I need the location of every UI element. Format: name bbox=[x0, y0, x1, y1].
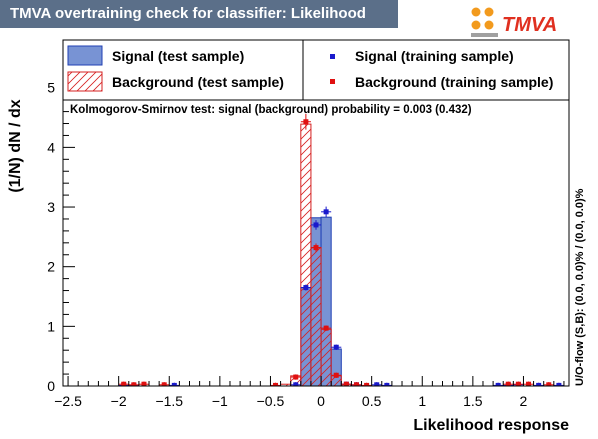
background-train-point-marker bbox=[161, 382, 167, 386]
signal-train-point-marker bbox=[374, 382, 380, 386]
legend-background-test-label: Background (test sample) bbox=[112, 74, 284, 90]
background-train-point-marker bbox=[121, 381, 127, 386]
signal-train-point-marker bbox=[313, 222, 319, 228]
background-train-point-marker bbox=[313, 245, 319, 251]
legend-box-left bbox=[62, 39, 304, 101]
legend-signal-train-label: Signal (training sample) bbox=[355, 48, 514, 64]
signal-train-point-marker bbox=[384, 382, 390, 386]
signal-train-point-marker bbox=[495, 382, 501, 386]
background-train-point-marker bbox=[546, 382, 552, 386]
background-train-point-marker bbox=[515, 381, 521, 386]
x-tick-label: −2.5 bbox=[54, 393, 82, 409]
histogram-layer bbox=[280, 123, 352, 386]
signal-train-point-marker bbox=[323, 209, 329, 215]
background-train-point-marker bbox=[333, 372, 339, 378]
y-tick-label: 4 bbox=[47, 139, 55, 155]
signal-train-point-marker bbox=[536, 382, 542, 386]
background-test-bar bbox=[320, 328, 332, 386]
legend-signal-train-marker bbox=[330, 54, 335, 59]
y-tick-label: 2 bbox=[47, 259, 55, 275]
x-tick-label: 2 bbox=[520, 393, 528, 409]
logo-dot bbox=[484, 7, 494, 17]
x-tick-label: 1 bbox=[418, 393, 426, 409]
x-tick-label: −1 bbox=[212, 393, 228, 409]
legend-background-train-label: Background (training sample) bbox=[355, 74, 553, 90]
logo-dot bbox=[471, 20, 481, 30]
signal-train-point-marker bbox=[171, 382, 177, 386]
x-tick-label: 0.5 bbox=[362, 393, 382, 409]
background-train-point-marker bbox=[364, 382, 370, 386]
logo-text: TMVA bbox=[502, 14, 557, 36]
x-tick-label: −0.5 bbox=[257, 393, 285, 409]
background-train-point-marker bbox=[303, 119, 309, 125]
y-tick-label: 5 bbox=[47, 80, 55, 96]
background-train-point-marker bbox=[131, 382, 137, 386]
background-test-bar bbox=[310, 247, 322, 386]
logo-dot bbox=[471, 7, 481, 17]
background-test-bar bbox=[300, 123, 312, 386]
background-train-point-marker bbox=[273, 382, 279, 386]
background-train-point-marker bbox=[141, 381, 147, 386]
y-tick-label: 1 bbox=[47, 318, 55, 334]
legend-signal-test-swatch bbox=[67, 45, 103, 66]
y-tick-label: 3 bbox=[47, 199, 55, 215]
legend-box-right bbox=[302, 39, 570, 101]
logo-dot bbox=[484, 20, 494, 30]
signal-train-point-marker bbox=[333, 344, 339, 350]
legend-signal-test-label: Signal (test sample) bbox=[112, 48, 244, 64]
logo-bar bbox=[471, 33, 498, 37]
background-train-point-marker bbox=[293, 374, 299, 380]
chart-title-bar: TMVA overtraining check for classifier: … bbox=[0, 0, 398, 28]
overflow-text: U/O-flow (S,B): (0.0, 0.0)% / (0.0, 0.0)… bbox=[574, 188, 586, 386]
chart-title: TMVA overtraining check for classifier: … bbox=[10, 5, 366, 22]
points-layer bbox=[118, 113, 564, 386]
signal-train-point-marker bbox=[556, 382, 562, 386]
y-tick-label: 0 bbox=[47, 378, 55, 394]
background-train-point-marker bbox=[323, 325, 329, 331]
signal-train-point-marker bbox=[293, 382, 299, 386]
background-train-point-marker bbox=[343, 381, 349, 386]
legend-background-train-marker bbox=[330, 79, 335, 84]
x-tick-label: −2 bbox=[111, 393, 127, 409]
background-train-point-marker bbox=[353, 382, 359, 386]
ks-test-text: Kolmogorov-Smirnov test: signal (backgro… bbox=[70, 104, 472, 116]
legend: Signal (test sample) Background (test sa… bbox=[62, 39, 570, 101]
x-axis-label: Likelihood response bbox=[413, 417, 569, 434]
signal-train-point-marker bbox=[303, 285, 309, 291]
x-tick-label: 0 bbox=[317, 393, 325, 409]
tmva-logo: TMVA bbox=[471, 7, 557, 37]
y-axis-label: (1/N) dN / dx bbox=[7, 99, 24, 192]
x-tick-label: −1.5 bbox=[155, 393, 183, 409]
background-train-point-marker bbox=[505, 381, 511, 386]
legend-background-test-swatch bbox=[67, 71, 103, 92]
background-train-point-marker bbox=[526, 381, 532, 386]
x-tick-label: 1.5 bbox=[463, 393, 483, 409]
